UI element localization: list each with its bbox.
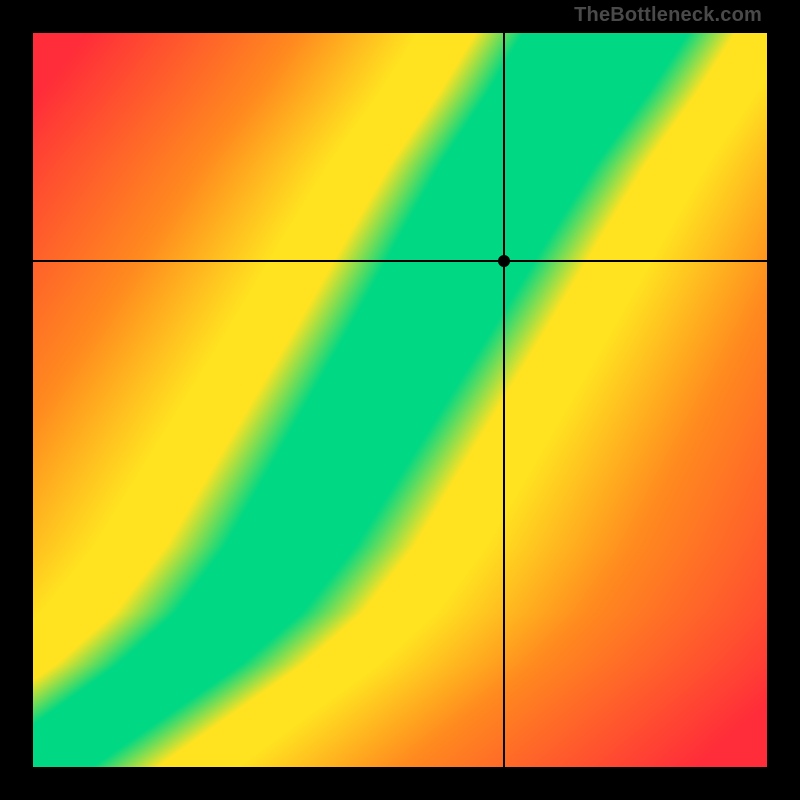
chart-frame: TheBottleneck.com <box>0 0 800 800</box>
watermark-text: TheBottleneck.com <box>574 4 762 27</box>
heatmap-plot <box>33 33 767 767</box>
heatmap-canvas <box>33 33 767 767</box>
